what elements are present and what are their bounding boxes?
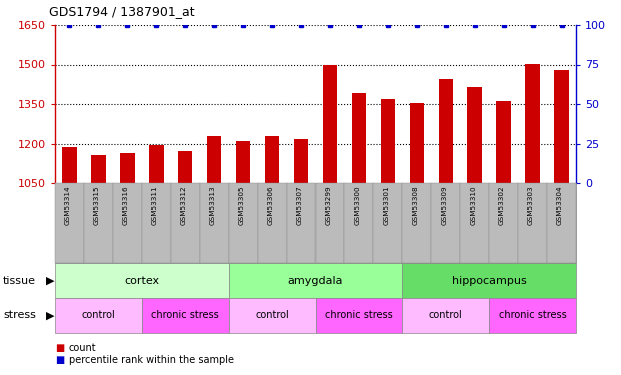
Bar	[91, 154, 106, 183]
Text: GSM53312: GSM53312	[181, 185, 187, 225]
Text: GSM53306: GSM53306	[268, 185, 273, 225]
Text: ■: ■	[55, 355, 64, 365]
Bar	[410, 103, 424, 183]
Bar	[236, 141, 250, 183]
Text: count: count	[69, 343, 96, 353]
Text: GSM53307: GSM53307	[296, 185, 302, 225]
Text: GDS1794 / 1387901_at: GDS1794 / 1387901_at	[49, 5, 194, 18]
Bar	[496, 101, 511, 183]
Text: chronic stress: chronic stress	[325, 310, 393, 321]
Text: hippocampus: hippocampus	[452, 276, 527, 285]
Text: GSM53300: GSM53300	[355, 185, 360, 225]
Text: tissue: tissue	[3, 276, 36, 285]
Text: GSM53315: GSM53315	[94, 185, 100, 225]
Text: cortex: cortex	[124, 276, 160, 285]
Bar	[149, 144, 163, 183]
Text: ▶: ▶	[46, 310, 54, 321]
Text: stress: stress	[3, 310, 36, 321]
Text: ■: ■	[55, 343, 64, 353]
Text: GSM53303: GSM53303	[528, 185, 534, 225]
Bar	[468, 87, 482, 183]
Bar	[62, 147, 77, 183]
Text: GSM53309: GSM53309	[441, 185, 447, 225]
Bar	[265, 136, 279, 183]
Bar	[178, 151, 193, 183]
Bar	[351, 93, 366, 183]
Text: GSM53302: GSM53302	[499, 185, 505, 225]
Bar	[323, 65, 337, 183]
Text: amygdala: amygdala	[288, 276, 343, 285]
Text: GSM53316: GSM53316	[123, 185, 129, 225]
Text: GSM53305: GSM53305	[238, 185, 245, 225]
Bar	[207, 136, 222, 183]
Bar	[525, 64, 540, 183]
Text: chronic stress: chronic stress	[152, 310, 219, 321]
Text: GSM53313: GSM53313	[210, 185, 215, 225]
Text: GSM53304: GSM53304	[557, 185, 563, 225]
Text: GSM53311: GSM53311	[152, 185, 158, 225]
Text: control: control	[429, 310, 463, 321]
Text: percentile rank within the sample: percentile rank within the sample	[69, 355, 233, 365]
Text: GSM53301: GSM53301	[383, 185, 389, 225]
Text: GSM53299: GSM53299	[325, 185, 332, 225]
Bar	[438, 79, 453, 183]
Text: ▶: ▶	[46, 276, 54, 285]
Text: GSM53314: GSM53314	[65, 185, 71, 225]
Text: chronic stress: chronic stress	[499, 310, 566, 321]
Text: GSM53308: GSM53308	[412, 185, 419, 225]
Bar	[120, 153, 135, 183]
Bar	[381, 99, 395, 183]
Bar	[294, 139, 308, 183]
Text: control: control	[81, 310, 116, 321]
Text: control: control	[255, 310, 289, 321]
Text: GSM53310: GSM53310	[470, 185, 476, 225]
Bar	[555, 70, 569, 183]
